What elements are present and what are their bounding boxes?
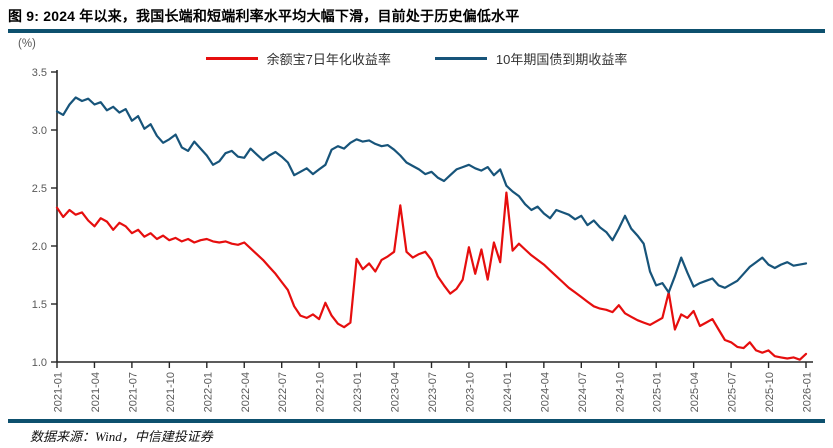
x-tick-label: 2022-01: [202, 372, 214, 412]
y-tick-label: 3.5: [32, 67, 47, 79]
x-tick-label: 2025-10: [764, 372, 776, 412]
x-tick-label: 2021-01: [53, 372, 65, 412]
x-tick-label: 2025-01: [652, 372, 664, 412]
x-tick-label: 2023-10: [464, 372, 476, 412]
x-tick-label: 2022-07: [277, 372, 289, 412]
cgb10y-series-line: [55, 96, 808, 294]
x-tick-label: 2023-01: [352, 372, 364, 412]
x-tick-label: 2024-10: [614, 372, 626, 412]
ticks-group: 1.0 1.5 2.0 2.5 3.0 3.5 2021-01 2021-04 2021-07 2…: [32, 67, 814, 412]
title-divider-rule: [8, 29, 825, 33]
x-tick-label: 2024-07: [577, 372, 589, 412]
footer-divider-rule: [8, 419, 825, 423]
x-tick-label: 2024-04: [539, 372, 551, 412]
legend-item-cgb10y: 10年期国债到期收益率: [434, 49, 628, 68]
y-tick-label: 2.5: [32, 183, 47, 195]
legend-item-yuebao: 余额宝7日年化收益率: [205, 49, 391, 68]
y-tick-label: 3.0: [32, 125, 47, 137]
x-tick-label: 2023-04: [390, 372, 402, 412]
y-axis-unit-label: (%): [18, 38, 36, 50]
x-tick-label: 2023-07: [427, 372, 439, 412]
x-tick-label: 2024-01: [502, 372, 514, 412]
x-tick-label: 2025-07: [727, 372, 739, 412]
x-tick-label: 2025-04: [689, 372, 701, 412]
figure-title: 图 9: 2024 年以来，我国长端和短端利率水平均大幅下滑，目前处于历史偏低水…: [8, 8, 520, 24]
y-tick-label: 1.0: [32, 357, 47, 369]
legend-line-blue-icon: [434, 57, 487, 60]
data-source-note: 数据来源：Wind，中信建投证券: [30, 429, 213, 444]
legend-line-red-icon: [205, 57, 258, 60]
axes-group: [56, 70, 813, 363]
x-tick-label: 2021-10: [165, 372, 177, 412]
legend-label-yuebao: 余额宝7日年化收益率: [266, 52, 391, 67]
y-tick-label: 1.5: [32, 299, 47, 311]
chart-legend: 余额宝7日年化收益率 10年期国债到期收益率: [0, 49, 833, 68]
x-tick-label: 2026-01: [802, 372, 814, 412]
yuebao-series-line: [55, 191, 808, 361]
x-tick-label: 2021-04: [90, 372, 102, 412]
legend-label-cgb10y: 10年期国债到期收益率: [495, 52, 628, 67]
y-tick-label: 2.0: [32, 241, 47, 253]
series-group: [55, 96, 808, 361]
x-tick-label: 2022-10: [315, 372, 327, 412]
x-tick-label: 2021-07: [127, 372, 139, 412]
x-tick-label: 2022-04: [240, 372, 252, 412]
